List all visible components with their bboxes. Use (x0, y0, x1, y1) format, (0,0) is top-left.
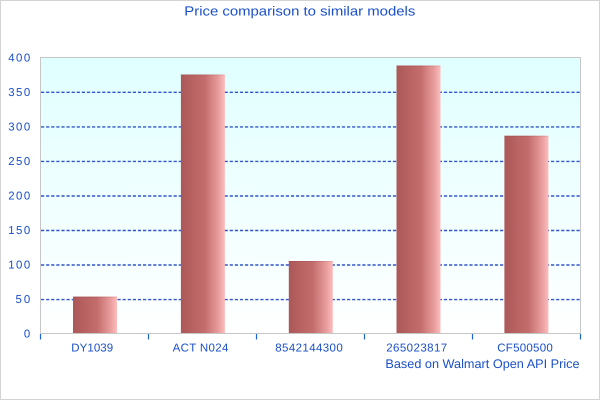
svg-text:0: 0 (24, 328, 30, 340)
svg-text:8542144300: 8542144300 (275, 342, 343, 354)
svg-text:300: 300 (8, 121, 30, 133)
svg-text:200: 200 (8, 190, 30, 202)
svg-text:ACT N024: ACT N024 (173, 342, 229, 354)
svg-text:CF500500: CF500500 (497, 342, 553, 354)
svg-text:150: 150 (8, 225, 30, 237)
svg-text:400: 400 (8, 52, 30, 64)
svg-text:Price comparison to similar mo: Price comparison to similar models (184, 4, 415, 19)
svg-text:Based on Walmart Open API Pric: Based on Walmart Open API Price (385, 357, 579, 371)
svg-text:100: 100 (8, 259, 30, 271)
svg-text:265023817: 265023817 (386, 342, 447, 354)
svg-text:DY1039: DY1039 (71, 342, 113, 354)
svg-text:250: 250 (8, 156, 30, 168)
svg-text:350: 350 (8, 87, 30, 99)
